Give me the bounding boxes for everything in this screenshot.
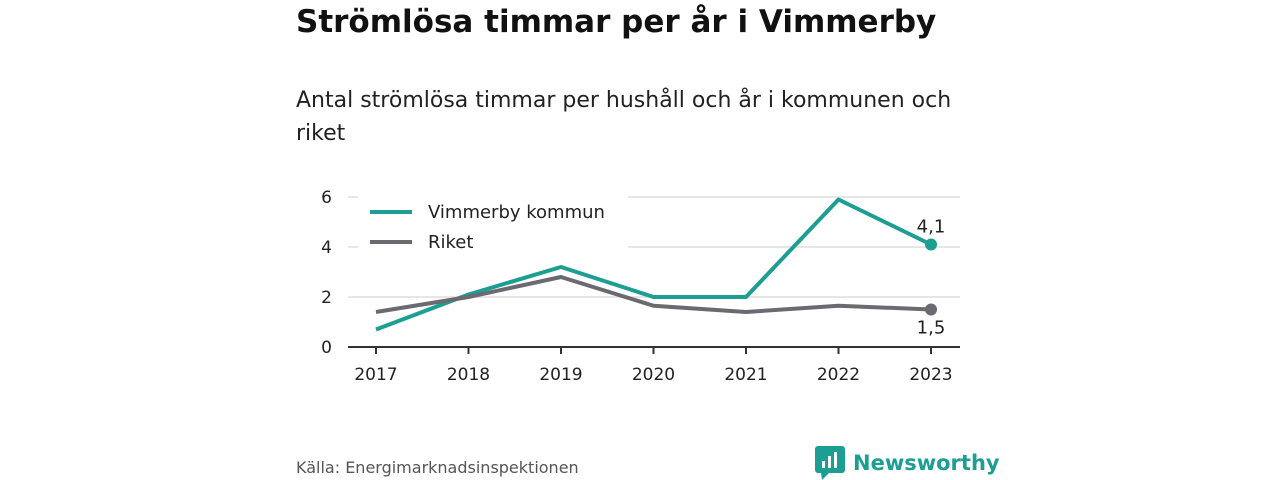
legend-background [358, 190, 628, 256]
legend-label: Vimmerby kommun [428, 202, 605, 223]
x-tick-label: 2023 [909, 365, 952, 385]
chart-title: Strömlösa timmar per år i Vimmerby [296, 4, 937, 40]
source-note: Källa: Energimarknadsinspektionen [296, 458, 579, 477]
series-line [375, 275, 932, 314]
data-label: 1,5 [917, 318, 946, 339]
brand-name: Newsworthy [853, 451, 1000, 475]
x-tick-label: 2020 [632, 365, 675, 385]
x-tick-label: 2018 [447, 365, 490, 385]
x-tick-label: 2019 [539, 365, 582, 385]
y-tick-label: 2 [321, 288, 332, 308]
newsworthy-logo: Newsworthy [815, 446, 1000, 480]
x-tick-label: 2017 [354, 365, 397, 385]
series-line [375, 197, 932, 332]
legend-label: Riket [428, 232, 473, 253]
series-end-point [925, 303, 937, 316]
y-tick-label: 4 [321, 238, 332, 258]
x-tick-label: 2021 [724, 365, 767, 385]
data-label: 4,1 [917, 217, 946, 238]
series-end-point [925, 238, 937, 251]
y-tick-label: 6 [321, 188, 332, 208]
y-tick-label: 0 [321, 338, 332, 358]
x-tick-label: 2022 [817, 365, 860, 385]
chart-subtitle: Antal strömlösa timmar per hushåll och å… [296, 88, 952, 146]
bar-chart-speech-icon [815, 446, 845, 480]
